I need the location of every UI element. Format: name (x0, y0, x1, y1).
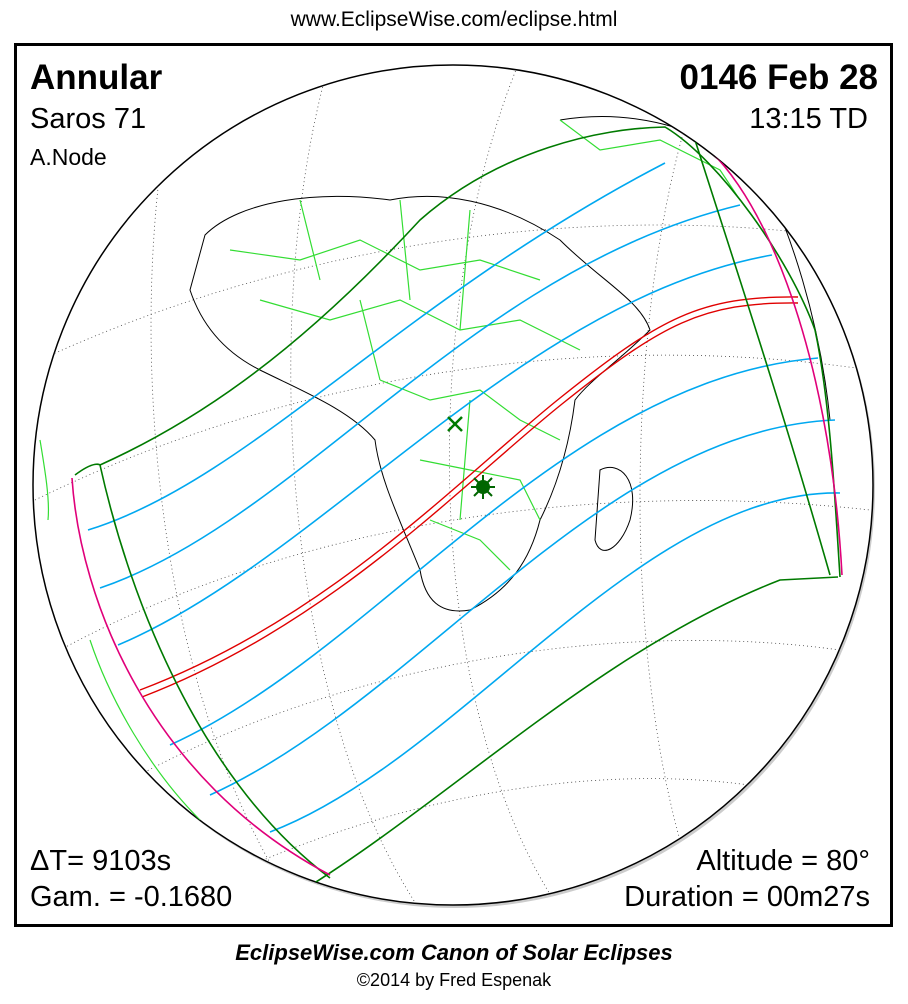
eclipse-date: 0146 Feb 28 (679, 58, 878, 97)
canon-title: EclipseWise.com Canon of Solar Eclipses (235, 940, 673, 965)
graticule (34, 65, 871, 905)
duration: Duration = 00m27s (624, 881, 870, 913)
gamma: Gam. = -0.1680 (30, 881, 233, 913)
penumbral-magnitude-lines (87, 162, 841, 833)
node: A.Node (30, 144, 107, 170)
eclipse-time: 13:15 TD (749, 103, 868, 135)
political-borders (39, 119, 741, 821)
x-icon (447, 416, 463, 432)
star-icon (471, 475, 495, 499)
altitude: Altitude = 80° (696, 845, 870, 877)
saros-number: Saros 71 (30, 103, 147, 135)
source-url: www.EclipseWise.com/eclipse.html (290, 8, 618, 31)
map-frame (14, 43, 893, 927)
delta-t: ΔT= 9103s (30, 845, 172, 877)
eclipse-type: Annular (30, 58, 163, 97)
central-path (139, 296, 799, 698)
penumbral-limits (74, 126, 841, 893)
globe (32, 64, 874, 906)
copyright: ©2014 by Fred Espenak (356, 970, 552, 990)
